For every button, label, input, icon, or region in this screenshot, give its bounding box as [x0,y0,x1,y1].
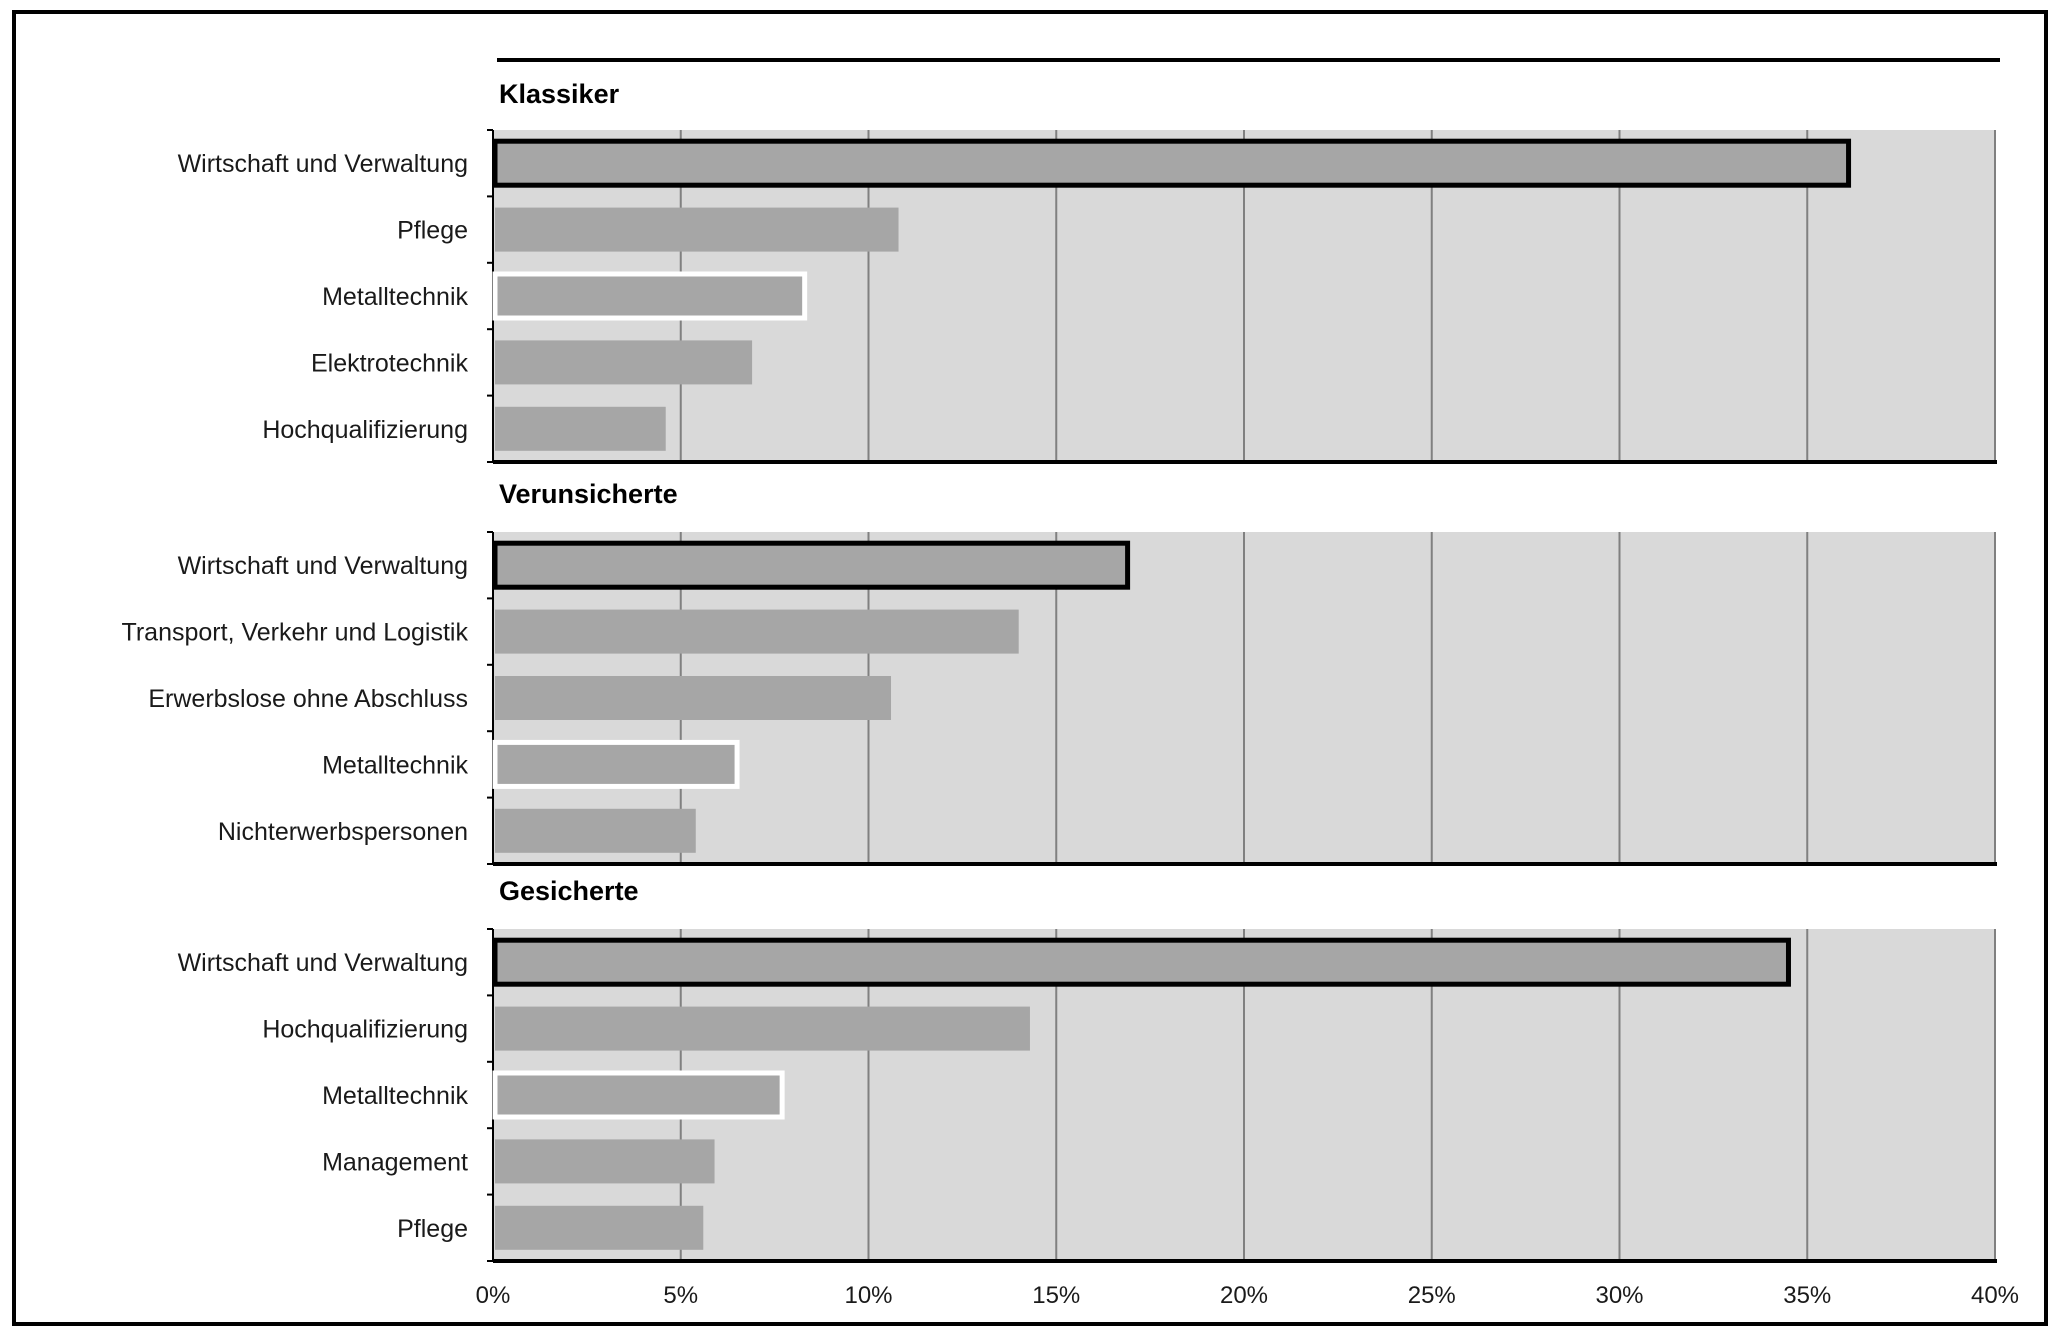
category-label: Pflege [397,217,468,245]
bar [492,739,740,789]
group-title: Klassiker [499,79,620,109]
group-title: Verunsicherte [499,479,678,509]
x-tick-label: 10% [844,1282,892,1309]
bar [495,207,899,252]
bar [492,138,1852,188]
bar [492,271,808,321]
bar [495,676,892,720]
bar [495,1006,1030,1051]
x-tick-label: 0% [476,1282,511,1309]
bar [495,1139,715,1184]
bar [495,609,1019,654]
x-tick-label: 40% [1971,1282,2019,1309]
x-tick-label: 25% [1408,1282,1456,1309]
x-tick-label: 20% [1220,1282,1268,1309]
category-label: Management [322,1148,468,1176]
x-tick-label: 35% [1783,1282,1831,1309]
category-label: Elektrotechnik [311,349,469,377]
category-label: Nichterwerbspersonen [218,818,468,846]
category-label: Wirtschaft und Verwaltung [178,552,468,580]
category-label: Erwerbslose ohne Abschluss [148,685,468,713]
category-label: Hochqualifizierung [262,1016,468,1044]
category-label: Transport, Verkehr und Logistik [122,619,469,647]
category-label: Pflege [397,1215,468,1243]
bar [492,937,1791,987]
category-label: Hochqualifizierung [262,416,468,444]
bar [492,540,1131,590]
bar [495,1205,704,1250]
x-tick-label: 15% [1032,1282,1080,1309]
category-label: Metalltechnik [322,751,468,779]
category-label: Wirtschaft und Verwaltung [178,949,468,977]
bar [495,406,666,451]
x-tick-label: 5% [663,1282,698,1309]
bar [495,808,696,853]
bar [492,1070,785,1120]
x-tick-label: 30% [1595,1282,1643,1309]
group-title: Gesicherte [499,876,639,906]
category-label: Metalltechnik [322,1082,468,1110]
category-label: Metalltechnik [322,283,468,311]
category-label: Wirtschaft und Verwaltung [178,150,468,178]
bar [495,340,753,385]
